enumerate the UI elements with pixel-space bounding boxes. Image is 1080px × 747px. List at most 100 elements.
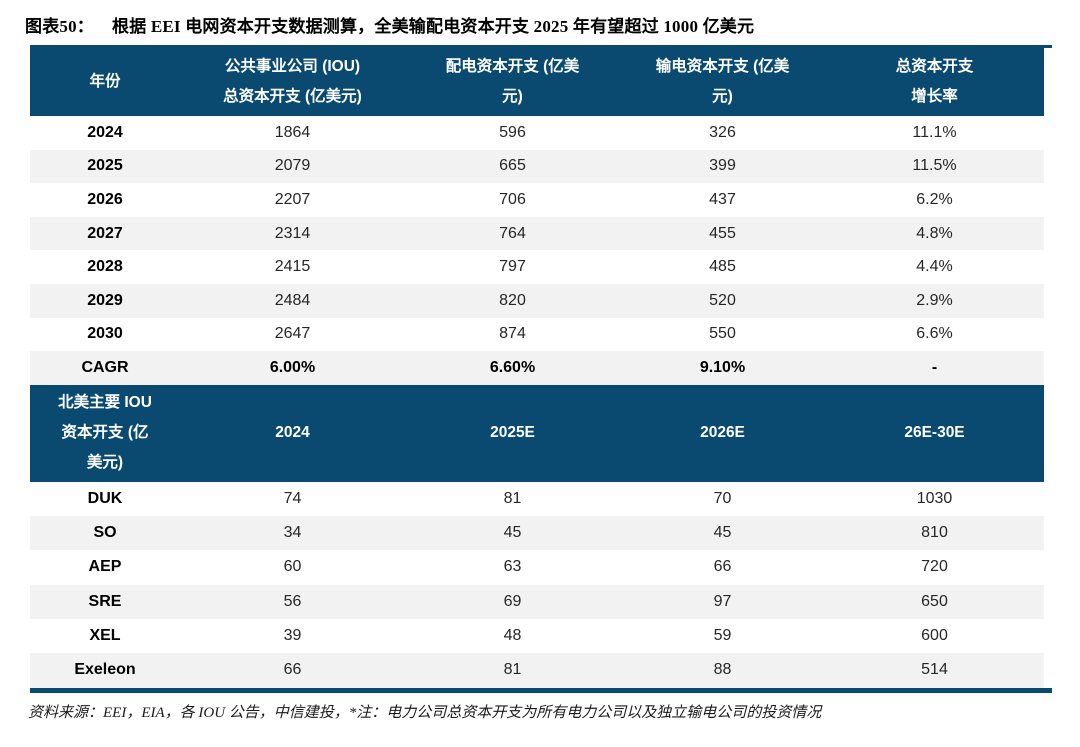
data-cell: 45 [503,524,522,542]
row-label: 2030 [87,325,123,343]
row-label: 2025 [87,157,123,175]
data-cell: 2079 [274,157,311,175]
row-label: 2026 [87,190,123,208]
table1-header-row: 年份 公共事业公司 (IOU) 总资本开支 (亿美元) 配电资本开支 (亿美 元) 输电资… [30,48,1044,116]
data-cell: 97 [713,592,732,610]
table2-header-col-2: 2025E [405,418,620,448]
table1-header-col-2: 配电资本开支 (亿美 元) [405,52,620,112]
figure-label: 图表50： [25,17,94,36]
data-cell: 9.10% [699,358,746,376]
data-cell: 48 [503,627,522,645]
row-label: Exeleon [74,661,136,679]
data-cell: 600 [921,627,948,645]
table2-row-SRE: SRE 56 69 97 650 [30,584,1044,619]
header-line: 资本开支 (亿 [61,424,149,442]
table-bottom-rule [30,687,1052,693]
data-cell: 2314 [274,224,311,242]
data-cell: 706 [499,190,526,208]
row-label: SRE [88,592,122,610]
table2-row-XEL: XEL 39 48 59 600 [30,619,1044,653]
data-cell: 514 [921,661,948,679]
data-cell: 6.2% [916,190,953,208]
table1-row-2029: 2029 2484 820 520 2.9% [30,283,1044,318]
row-label: 2028 [87,258,123,276]
data-cell: 81 [503,489,522,507]
table2-header-col-1: 2024 [180,418,405,448]
data-cell: 820 [499,291,526,309]
data-cell: 11.1% [912,123,957,141]
data-cell: 326 [709,123,736,141]
table1-header-col-1: 公共事业公司 (IOU) 总资本开支 (亿美元) [180,52,405,112]
table1-body: 2024 1864 596 326 11.1% 2025 2079 665 399 11.5% 20… [30,116,1052,385]
data-cell: 6.00% [269,358,316,376]
data-cell: 2.9% [916,291,953,309]
data-cell: 1030 [916,489,953,507]
data-cell: 69 [503,592,522,610]
data-cell: 6.6% [916,325,953,343]
header-line: 输电资本开支 (亿美 [655,58,790,75]
data-cell: 1864 [274,123,311,141]
data-cell: 720 [921,558,948,576]
header-line: 2025E [490,424,535,442]
table2-row-AEP: AEP 60 63 66 720 [30,550,1044,584]
data-cell: 485 [709,258,736,276]
header-line: 年份 [89,73,121,90]
data-cell: 596 [499,123,526,141]
header-line: 增长率 [911,88,958,105]
table1-row-2030: 2030 2647 874 550 6.6% [30,318,1044,352]
header-line: 26E-30E [904,424,965,442]
header-line: 2026E [700,424,745,442]
table2-body: DUK 74 81 70 1030 SO 34 45 45 810 AEP 60 63 66 720 SRE 5… [30,482,1052,688]
data-cell: 70 [713,489,732,507]
data-cell: 2207 [274,190,311,208]
row-label: CAGR [81,358,129,376]
data-cell: 39 [283,627,302,645]
data-cell: 874 [499,325,526,343]
row-label: 2027 [87,224,123,242]
data-cell: 2415 [274,258,311,276]
header-line: 公共事业公司 (IOU) [224,58,361,75]
header-line: 北美主要 IOU [58,394,152,412]
data-cell: 4.4% [916,258,953,276]
table-top-rule [30,45,1052,48]
data-cell: 2484 [274,291,311,309]
figure-title-text: 根据 EEI 电网资本开支数据测算，全美输配电资本开支 2025 年有望超过 1… [112,17,755,36]
table2-row-SO: SO 34 45 45 810 [30,516,1044,551]
data-cell: 797 [499,258,526,276]
table1-row-CAGR: CAGR 6.00% 6.60% 9.10% - [30,351,1044,385]
data-cell: 45 [713,524,732,542]
row-label: AEP [88,558,122,576]
data-cell: 88 [713,661,732,679]
data-cell: 764 [499,224,526,242]
table1-row-2026: 2026 2207 706 437 6.2% [30,183,1044,217]
header-line: 总资本开支 (亿美元) [223,88,362,105]
row-label: DUK [87,489,123,507]
table1-header-col-0: 年份 [30,67,180,97]
table1-header-col-4: 总资本开支 增长率 [825,52,1044,112]
data-cell: 520 [709,291,736,309]
data-cell: 81 [503,661,522,679]
row-label: 2024 [87,123,123,141]
header-line: 总资本开支 [895,58,974,75]
header-line: 美元) [86,454,124,472]
data-cell: 455 [709,224,736,242]
table2-header-col-3: 2026E [620,418,825,448]
table2-header-row: 北美主要 IOU 资本开支 (亿 美元) 2024 2025E 2026E 26E-30E [30,384,1044,482]
data-cell: 56 [283,592,302,610]
data-cell: 66 [713,558,732,576]
data-cell: 2647 [274,325,311,343]
header-line: 2024 [275,424,310,442]
row-label: XEL [89,627,121,645]
table2-row-Exeleon: Exeleon 66 81 88 514 [30,653,1044,688]
table2-row-DUK: DUK 74 81 70 1030 [30,482,1044,516]
row-label: 2029 [87,291,123,309]
table1-row-2027: 2027 2314 764 455 4.8% [30,216,1044,251]
data-cell: 437 [709,190,736,208]
table1-row-2024: 2024 1864 596 326 11.1% [30,116,1044,150]
data-cell: 60 [283,558,302,576]
data-cell: 34 [283,524,302,542]
data-cell: 665 [499,157,526,175]
data-cell: 650 [921,592,948,610]
data-cell: 63 [503,558,522,576]
